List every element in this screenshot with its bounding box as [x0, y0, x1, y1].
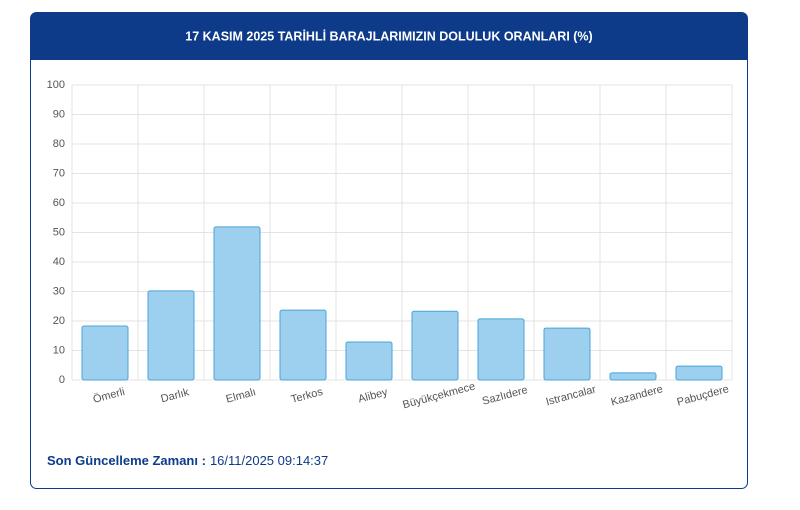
bar	[675, 365, 723, 381]
y-tick-label: 90	[53, 108, 65, 120]
y-tick-label: 40	[53, 256, 65, 268]
y-tick-label: 0	[59, 374, 65, 386]
bar	[213, 226, 261, 381]
bar	[477, 318, 525, 381]
y-tick-label: 30	[53, 285, 65, 297]
y-tick-label: 10	[53, 344, 65, 356]
bar	[81, 325, 129, 381]
bar	[147, 290, 195, 381]
y-tick-label: 80	[53, 138, 65, 150]
y-tick-label: 50	[53, 226, 65, 238]
y-tick-label: 60	[53, 197, 65, 209]
update-time: 16/11/2025 09:14:37	[210, 453, 328, 468]
y-tick-label: 20	[53, 315, 65, 327]
update-label: Son Güncelleme Zamanı :	[47, 453, 206, 468]
y-tick-label: 100	[47, 79, 65, 91]
bar	[345, 341, 393, 381]
bar	[411, 310, 459, 381]
bar	[543, 327, 591, 381]
update-info: Son Güncelleme Zamanı : 16/11/2025 09:14:…	[47, 453, 328, 468]
card-header	[30, 12, 748, 60]
bar	[279, 309, 327, 381]
chart-title: 17 KASIM 2025 TARİHLİ BARAJLARIMIZIN DOL…	[185, 28, 592, 43]
y-tick-label: 70	[53, 167, 65, 179]
bar	[609, 372, 657, 381]
